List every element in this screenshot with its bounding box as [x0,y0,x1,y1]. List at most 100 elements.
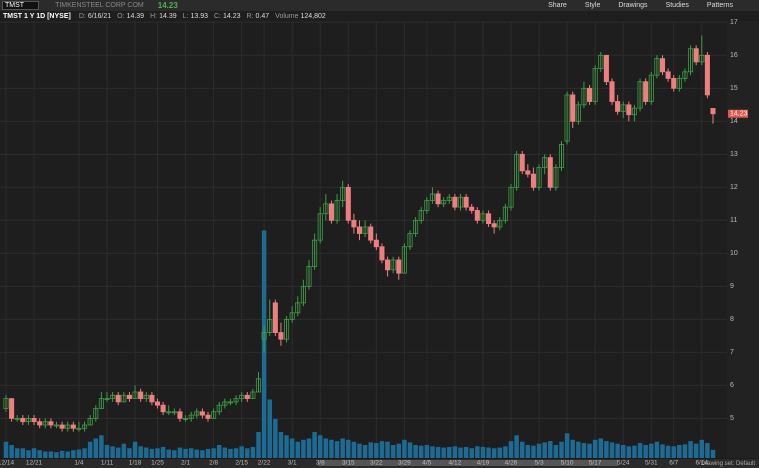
volume-bar [317,435,323,458]
volume-bar [82,448,87,458]
candle-body [323,203,329,215]
candle-body [194,411,200,416]
volume-bar [99,435,104,458]
volume-bar [20,448,26,458]
x-tick-label: 1/4 [74,460,83,467]
candle-body [615,101,621,112]
last-price: 14.23 [157,1,178,10]
volume-bar [177,447,183,458]
volume-bar [222,447,228,458]
volume-bar [396,443,402,458]
volume-bar [188,448,194,458]
x-tick-label: 3/22 [370,460,383,467]
volume-bar [671,446,676,458]
volume-bar [452,446,458,458]
volume-bar [592,439,598,458]
candle-body [413,219,419,234]
candle-body [239,394,245,399]
candle-body [446,196,452,201]
volume-bar [127,448,132,458]
volume-bar [362,445,368,458]
volume-bar [576,441,581,458]
candle-body [138,391,144,399]
volume-bar [475,446,480,458]
candle-body [328,203,334,221]
volume-bar [649,443,654,458]
volume-bar [312,432,317,458]
volume-bar [615,443,620,458]
x-tick-label: 4/5 [422,460,431,467]
candle-body [121,394,127,403]
candle-body [98,398,104,409]
toolbar-button[interactable]: Drawings [618,2,648,9]
field-value: 0.47 [255,12,270,20]
candle-body [575,104,581,122]
price-axis [727,21,759,458]
volume-bar [43,451,48,458]
candle-body [160,404,166,413]
x-tick-label: 5/24 [617,460,630,467]
x-tick-label: 1/25 [151,460,164,467]
candle-body [267,318,273,333]
candle-body [519,153,525,172]
volume-bar [194,449,200,458]
candle-body [183,417,189,420]
volume-bar [306,438,312,458]
volume-bar [31,448,37,458]
volume-bar [250,446,256,458]
candle-body [463,196,469,208]
volume-bar [514,435,519,458]
candle-body [295,302,301,314]
volume-bar [418,445,424,458]
toolbar-button[interactable]: Share [548,2,567,9]
volume-bar [531,445,536,458]
candle-body [581,87,587,106]
x-tick-label: 1/11 [101,460,114,467]
volume-bar [71,450,76,458]
volume-bar [132,441,138,458]
candle-body [188,414,194,419]
volume-bar [637,443,643,458]
volume-bar [172,450,177,458]
candle-body [306,266,312,287]
volume-bar [458,447,463,458]
candle-body [272,302,278,333]
candle-body [598,54,604,69]
toolbar-button[interactable]: Style [584,2,601,9]
volume-bar [654,441,660,458]
candle-body [216,404,222,413]
volume-bar [632,445,637,458]
candle-body [166,411,172,414]
volume-bar [542,442,547,458]
candle-body [390,259,396,271]
y-tick-label: 15 [730,85,738,92]
y-tick-label: 8 [730,316,734,323]
volume-bar [441,447,446,458]
volume-bar [301,439,306,458]
candle-body [385,259,391,271]
candle-body [502,206,508,221]
candle-body [497,219,503,228]
toolbar-button[interactable]: Patterns [706,2,733,9]
volume-bar [407,442,413,458]
candle-body [570,94,576,122]
candle-body [149,394,155,403]
volume-bar [216,445,222,458]
symbol-box[interactable]: TMST [2,1,40,10]
x-tick-label: 3/1 [288,460,297,467]
toolbar-button[interactable]: Studies [665,2,689,9]
candle-body [514,153,520,188]
volume-bar [519,441,525,458]
candle-body [401,246,407,274]
volume-bar [211,448,216,458]
volume-bar [228,448,233,458]
candle-body [620,104,626,112]
volume-bar [9,445,14,458]
volume-bar [368,442,373,458]
volume-bar [570,439,575,458]
volume-bar [374,443,379,458]
candle-body [480,213,486,221]
x-tick-label: 6/7 [669,460,678,467]
candle-body [9,398,15,419]
